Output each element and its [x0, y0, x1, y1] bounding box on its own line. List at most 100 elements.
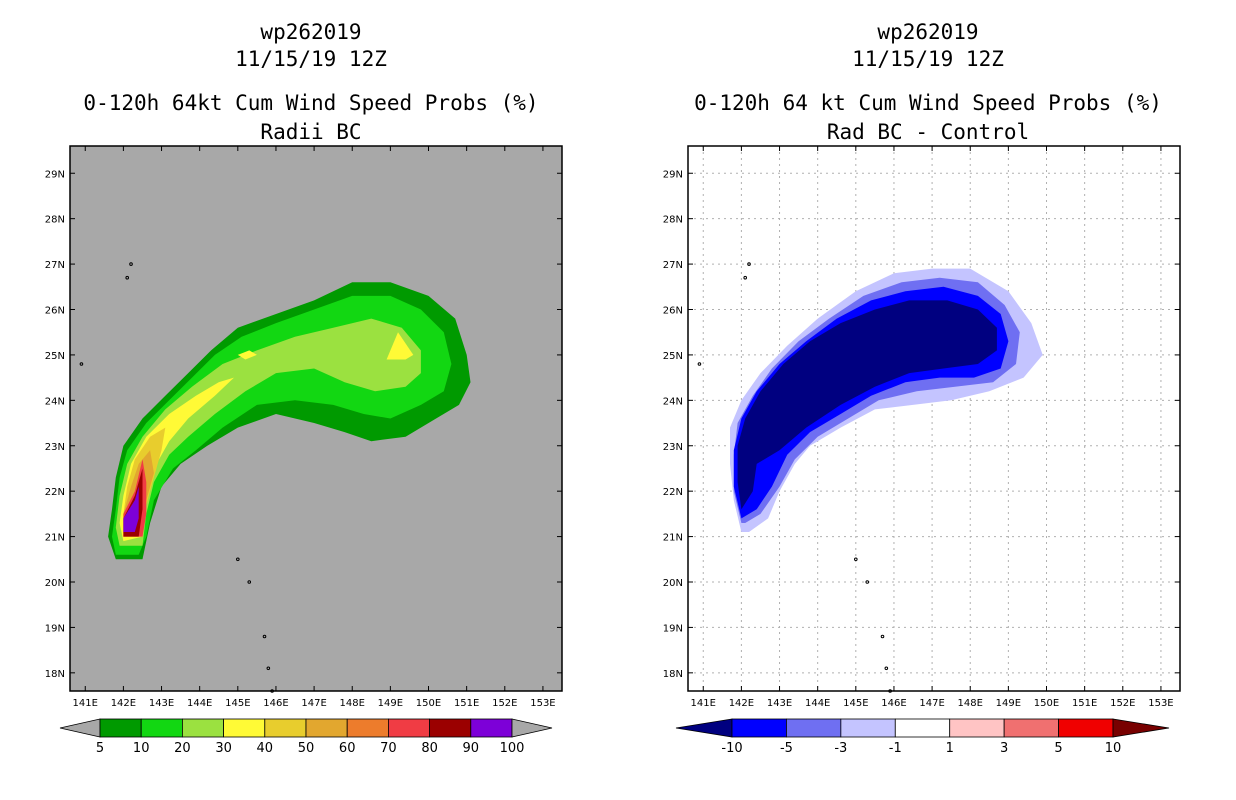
island-outline	[125, 275, 130, 280]
x-tick-label: 150E	[416, 698, 441, 709]
y-tick-label: 25N	[45, 351, 65, 362]
colorbar-label: 10	[1105, 741, 1122, 756]
x-tick-label: 152E	[1110, 698, 1135, 709]
x-tick-label: 148E	[340, 698, 365, 709]
colorbar-label: 80	[421, 741, 438, 756]
y-tick-label: 21N	[663, 533, 683, 544]
left-panel: wp262019 11/15/19 12Z 0-120h 64kt Cum Wi…	[45, 20, 563, 756]
x-tick-label: 152E	[492, 698, 517, 709]
x-tick-label: 141E	[73, 698, 98, 709]
colorbar-label: 50	[298, 741, 315, 756]
subtitle: 11/15/19 12Z	[852, 47, 1004, 71]
colorbar-swatch	[949, 718, 1005, 738]
x-tick-label: 147E	[919, 698, 944, 709]
x-tick-label: 141E	[691, 698, 716, 709]
colorbar-swatch	[346, 718, 389, 738]
colorbar: 5 10 20 30 40 50 60 70 80 90 100	[59, 718, 553, 756]
chart-title: 0-120h 64kt Cum Wind Speed Probs (%)	[83, 91, 538, 115]
colorbar-extend-high	[1112, 718, 1170, 738]
island-outline	[236, 557, 240, 562]
colorbar-label: 5	[1054, 741, 1062, 756]
y-tick-label: 24N	[45, 396, 65, 407]
colorbar: -10 -5 -3 -1 1 3 5 10	[675, 718, 1170, 756]
y-tick-label: 24N	[663, 396, 683, 407]
colorbar-label: 90	[463, 741, 480, 756]
colorbar-swatch	[470, 718, 513, 738]
colorbar-swatch	[99, 718, 142, 738]
y-tick-label: 22N	[45, 487, 65, 498]
y-tick-label: 20N	[45, 578, 65, 589]
x-tick-label: 150E	[1034, 698, 1059, 709]
x-tick-label: 151E	[454, 698, 479, 709]
colorbar-swatch	[1058, 718, 1114, 738]
colorbar-swatch	[840, 718, 896, 738]
island-outline	[262, 634, 267, 639]
colorbar-label: -3	[834, 741, 847, 756]
island-outline	[884, 666, 889, 671]
colorbar-label: 70	[380, 741, 397, 756]
contour-fill-level	[115, 318, 421, 546]
colorbar-swatch	[429, 718, 472, 738]
colorbar-label: 10	[133, 741, 150, 756]
y-tick-label: 29N	[45, 169, 65, 180]
colorbar-label: 5	[96, 741, 104, 756]
colorbar-label: -5	[780, 741, 793, 756]
x-tick-label: 146E	[881, 698, 906, 709]
island-outline	[697, 362, 702, 366]
x-tick-label: 144E	[805, 698, 830, 709]
island-outline	[865, 580, 870, 584]
y-tick-label: 27N	[663, 260, 683, 271]
island-outline	[129, 262, 133, 266]
colorbar-swatch	[387, 718, 430, 738]
island-outline	[266, 666, 271, 671]
y-tick-label: 19N	[663, 623, 683, 634]
island-outline	[854, 557, 858, 562]
island-outline	[247, 580, 252, 584]
contour-fills	[730, 268, 1043, 532]
x-tick-label: 153E	[530, 698, 555, 709]
colorbar-swatch	[223, 718, 266, 738]
colorbar-swatch	[140, 718, 183, 738]
contour-fill-level	[123, 486, 139, 532]
y-tick-label: 18N	[45, 669, 65, 680]
island-outline	[880, 634, 885, 639]
x-tick-label: 143E	[767, 698, 792, 709]
y-tick-label: 28N	[663, 215, 683, 226]
x-tick-label: 143E	[149, 698, 174, 709]
y-tick-label: 29N	[663, 169, 683, 180]
colorbar-label: 3	[1000, 741, 1008, 756]
x-tick-label: 148E	[958, 698, 983, 709]
x-tick-label: 149E	[996, 698, 1021, 709]
colorbar-extend-low	[59, 718, 101, 738]
y-tick-label: 26N	[663, 306, 683, 317]
y-tick-label: 26N	[45, 306, 65, 317]
y-tick-label: 19N	[45, 623, 65, 634]
x-tick-label: 145E	[225, 698, 250, 709]
colorbar-label: 60	[339, 741, 356, 756]
right-panel: wp262019 11/15/19 12Z 0-120h 64 kt Cum W…	[663, 20, 1181, 756]
x-tick-label: 142E	[111, 698, 136, 709]
y-tick-label: 27N	[45, 260, 65, 271]
plot-frame	[687, 145, 1181, 692]
x-tick-label: 146E	[263, 698, 288, 709]
colorbar-label: 1	[946, 741, 954, 756]
colorbar-swatch	[894, 718, 951, 738]
x-tick-label: 153E	[1148, 698, 1173, 709]
colorbar-swatch	[731, 718, 787, 738]
title: wp262019	[877, 20, 978, 44]
colorbar-label: 100	[500, 741, 525, 756]
x-tick-label: 147E	[301, 698, 326, 709]
x-tick-label: 151E	[1072, 698, 1097, 709]
chart-subtitle: Rad BC - Control	[827, 120, 1029, 144]
y-tick-label: 18N	[663, 669, 683, 680]
colorbar-label: 20	[174, 741, 191, 756]
island-outline	[747, 262, 751, 266]
x-tick-label: 144E	[187, 698, 212, 709]
contour-fill-level	[737, 300, 997, 510]
colorbar-swatch	[1003, 718, 1059, 738]
colorbar-extend-low	[675, 718, 733, 738]
chart-subtitle: Radii BC	[260, 120, 361, 144]
colorbar-swatch	[786, 718, 842, 738]
x-tick-label: 145E	[843, 698, 868, 709]
contour-fill-level	[237, 350, 257, 360]
